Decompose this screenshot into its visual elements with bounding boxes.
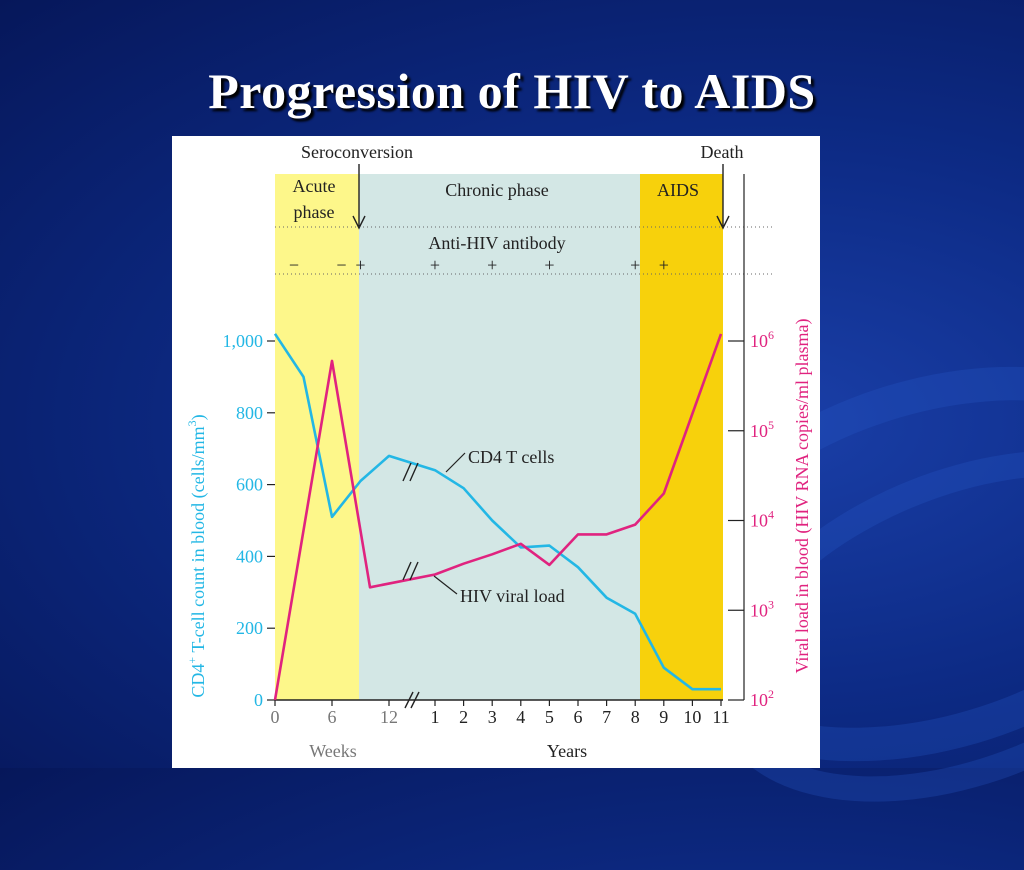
left-y-tick-label: 400: [236, 546, 263, 566]
phase-band: [359, 174, 640, 700]
right-y-tick-label: 105: [750, 418, 774, 441]
antibody-mark: −: [289, 255, 299, 275]
antibody-label: Anti-HIV antibody: [428, 233, 565, 253]
x-tick-label-years: 2: [459, 707, 468, 727]
viral-line-break: [402, 561, 419, 581]
slide-title: Progression of HIV to AIDS: [208, 63, 816, 119]
phase-label: phase: [294, 202, 335, 222]
x-tick-label-years: 4: [516, 707, 525, 727]
antibody-mark: +: [544, 255, 554, 275]
antibody-mark: +: [659, 255, 669, 275]
right-y-tick-label: 104: [750, 508, 774, 531]
cd4-series-label: CD4 T cells: [468, 447, 554, 467]
death-arrowhead: [716, 215, 730, 230]
left-y-axis-title: CD4+ T-cell count in blood (cells/mm3): [185, 414, 209, 697]
cd4-series-line: [273, 333, 721, 691]
phase-label: AIDS: [657, 180, 699, 200]
antibody-mark: +: [430, 255, 440, 275]
viral-load-series-label: HIV viral load: [460, 586, 565, 606]
cd4-line-break: [402, 462, 419, 482]
right-y-tick-label: 106: [750, 328, 774, 351]
left-y-tick-label: 1,000: [223, 331, 264, 351]
x-tick-label-years: 6: [574, 707, 583, 727]
x-axis-label-weeks: Weeks: [309, 741, 357, 761]
phase-band: [640, 174, 723, 700]
x-tick-label-years: 1: [431, 707, 440, 727]
x-tick-label-years: 7: [602, 707, 611, 727]
x-tick-label-years: 9: [659, 707, 668, 727]
x-axis-label-years: Years: [547, 741, 587, 761]
left-y-tick-label: 200: [236, 618, 263, 638]
x-tick-label-weeks: 6: [328, 707, 337, 727]
phase-label: Acute: [293, 176, 336, 196]
right-y-tick-label: 103: [750, 597, 774, 620]
left-y-tick-label: 800: [236, 403, 263, 423]
left-y-tick-label: 600: [236, 475, 263, 495]
x-tick-label-years: 10: [683, 707, 701, 727]
viral-label-leader: [433, 575, 458, 595]
antibody-mark: +: [630, 255, 640, 275]
right-y-tick-label: 102: [750, 687, 774, 710]
x-axis-break: [404, 691, 420, 709]
hiv-progression-chart: Acute phase Chronic phase AIDS Anti-HIV anti…: [185, 142, 813, 761]
death-label: Death: [701, 142, 744, 162]
cd4-label-leader: [445, 452, 466, 473]
antibody-mark: +: [355, 255, 365, 275]
antibody-mark: −: [336, 255, 346, 275]
seroconversion-label: Seroconversion: [301, 142, 413, 162]
x-tick-label-weeks: 0: [271, 707, 280, 727]
antibody-mark: +: [487, 255, 497, 275]
x-tick-label-years: 3: [488, 707, 497, 727]
viral-load-series-line: [273, 333, 723, 701]
x-tick-label-years: 5: [545, 707, 554, 727]
hiv-progression-figure: Acute phase Chronic phase AIDS Anti-HIV anti…: [172, 136, 820, 768]
right-y-axis-title: Viral load in blood (HIV RNA copies/ml p…: [792, 318, 813, 673]
phase-label: Chronic phase: [445, 180, 548, 200]
seroconversion-arrowhead: [352, 215, 366, 230]
x-tick-label-years: 11: [712, 707, 729, 727]
x-tick-label-weeks: 12: [380, 707, 398, 727]
x-tick-label-years: 8: [631, 707, 640, 727]
left-y-tick-label: 0: [254, 690, 263, 710]
